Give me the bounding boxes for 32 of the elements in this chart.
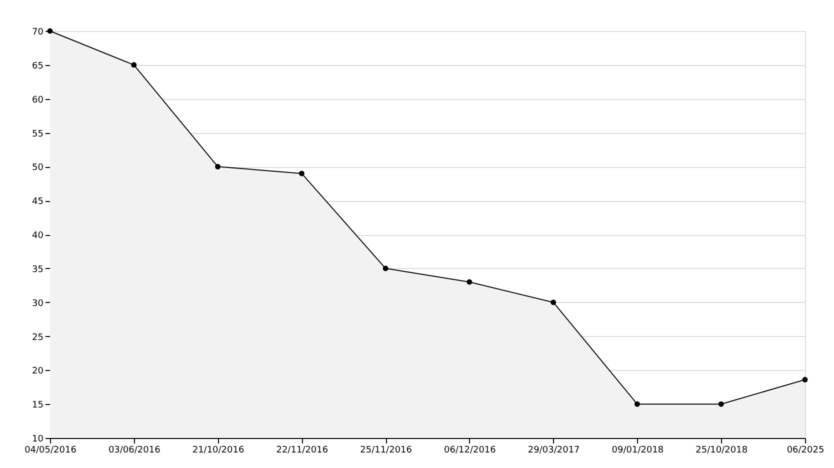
- x-tick-label: 03/06/2016: [108, 446, 161, 456]
- point: [382, 266, 388, 272]
- x-tick-label: 04/05/2016: [24, 446, 77, 456]
- point: [131, 62, 137, 68]
- x-tick-label: 25/10/2018: [696, 446, 748, 456]
- y-tick-label: 70: [32, 28, 44, 38]
- y-tick-label: 35: [32, 264, 44, 275]
- y-tick-label: 45: [32, 197, 44, 208]
- y-tick-label: 30: [32, 298, 44, 309]
- y-tick-label: 65: [32, 61, 44, 72]
- y-tick-label: 50: [32, 163, 44, 174]
- point: [634, 401, 640, 407]
- point: [298, 170, 304, 176]
- y-tick-label: 20: [32, 366, 44, 377]
- y-tick-label: 60: [32, 95, 44, 106]
- point: [718, 401, 724, 407]
- x-tick-label: 29/03/2017: [528, 446, 580, 456]
- y-tick-label: 40: [32, 231, 44, 241]
- y-tick-label: 15: [32, 400, 44, 411]
- point: [466, 279, 472, 285]
- point: [550, 300, 556, 306]
- point: [802, 376, 808, 382]
- x-tick-label: 06/2025: [786, 446, 824, 456]
- x-tick-label: 09/01/2018: [612, 446, 664, 456]
- y-tick-label: 25: [32, 332, 44, 343]
- x-tick-label: 21/10/2016: [192, 446, 244, 456]
- x-tick-label: 06/12/2016: [444, 446, 496, 456]
- point: [215, 164, 221, 170]
- x-tick-label: 22/11/2016: [276, 446, 328, 456]
- y-tick-label: 55: [32, 129, 44, 140]
- y-tick-label: 10: [32, 434, 44, 444]
- x-tick-label: 25/11/2016: [360, 446, 412, 456]
